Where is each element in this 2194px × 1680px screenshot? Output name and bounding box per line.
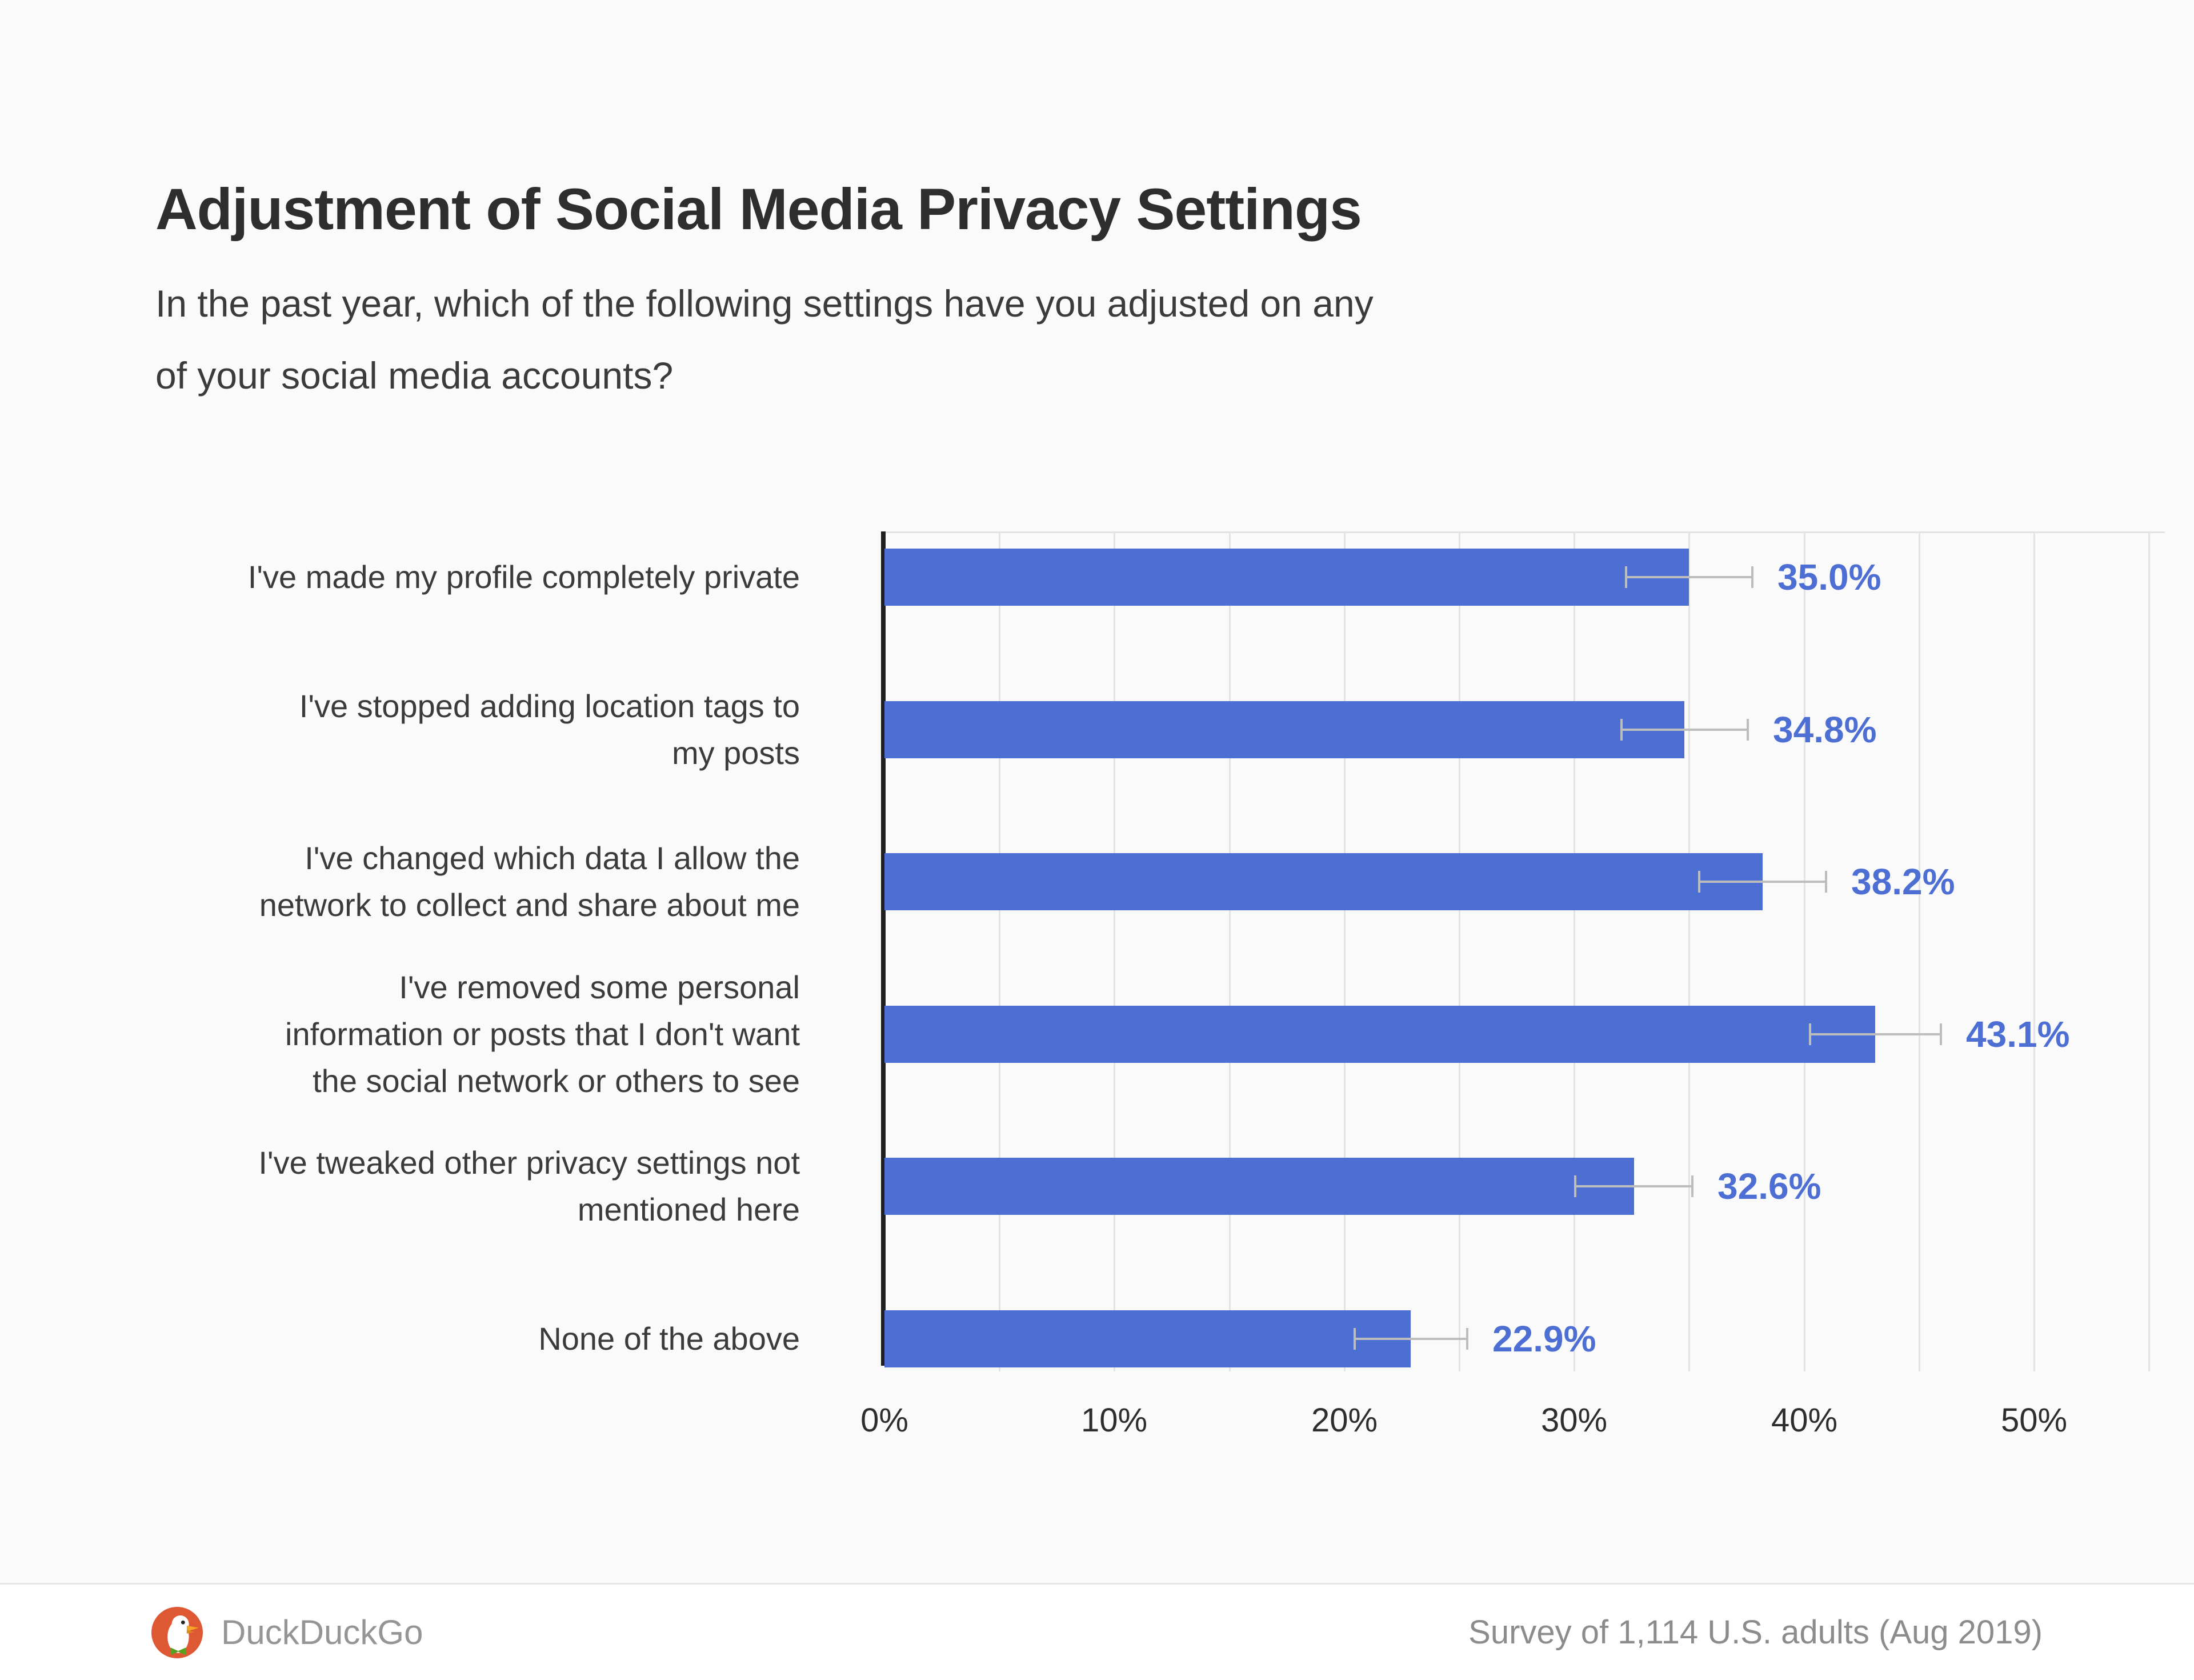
value-label: 22.9% <box>1492 1318 1596 1359</box>
page-subtitle: In the past year, which of the following… <box>155 267 1374 411</box>
category-label: I've removed some personal information or… <box>149 964 800 1105</box>
category-label-line: I've made my profile completely private <box>247 559 800 595</box>
category-label: I've changed which data I allow the netwo… <box>149 835 800 929</box>
value-label: 32.6% <box>1717 1166 1821 1207</box>
error-bar-left-cap <box>1574 1175 1576 1197</box>
error-bar-right-cap <box>1940 1023 1942 1045</box>
gridline-25 <box>1459 531 1460 1371</box>
value-label: 38.2% <box>1851 861 1955 902</box>
brand: DuckDuckGo <box>151 1606 423 1658</box>
value-label: 43.1% <box>1966 1013 2070 1055</box>
bar <box>884 549 1689 606</box>
category-label: I've tweaked other privacy settings not m… <box>149 1139 800 1233</box>
category-label-line: my posts <box>671 734 800 771</box>
brand-name: DuckDuckGo <box>221 1613 423 1651</box>
gridline-45 <box>1918 531 1920 1371</box>
x-tick-50%: 50% <box>2000 1402 2068 1439</box>
x-tick-10%: 10% <box>1080 1402 1148 1439</box>
page-title: Adjustment of Social Media Privacy Setti… <box>155 177 1362 242</box>
error-bar <box>1620 728 1749 731</box>
error-bar <box>1698 881 1827 883</box>
value-label: 35.0% <box>1777 557 1881 598</box>
gridline-5 <box>999 531 1001 1371</box>
bar <box>884 1310 1411 1367</box>
category-label-line: mentioned here <box>577 1191 800 1227</box>
category-label-line: I've changed which data I allow the <box>305 840 800 876</box>
error-bar <box>1625 576 1753 578</box>
error-bar-right-cap <box>1691 1175 1693 1197</box>
gridline-20 <box>1343 531 1346 1371</box>
category-label-line: network to collect and share about me <box>259 887 800 923</box>
error-bar-left-cap <box>1354 1327 1356 1350</box>
bar <box>884 1005 1875 1063</box>
category-label: None of the above <box>149 1315 800 1362</box>
category-label-line: I've tweaked other privacy settings not <box>258 1145 800 1181</box>
subtitle-line-1: In the past year, which of the following… <box>155 282 1374 325</box>
x-tick-40%: 40% <box>1771 1402 1838 1439</box>
bar <box>884 1158 1634 1215</box>
category-label-line: information or posts that I don't want <box>285 1015 800 1052</box>
category-label: I've made my profile completely private <box>149 554 800 601</box>
category-label-line: I've stopped adding location tags to <box>299 687 800 724</box>
x-tick-30%: 30% <box>1540 1402 1608 1439</box>
error-bar-left-cap <box>1809 1023 1811 1045</box>
bar <box>884 853 1763 910</box>
error-bar <box>1354 1337 1468 1340</box>
bar <box>884 701 1684 758</box>
error-bar <box>1809 1033 1942 1035</box>
footer: DuckDuckGo Survey of 1,114 U.S. adults (… <box>0 1585 2194 1680</box>
gridline-10 <box>1114 531 1116 1371</box>
x-tick-0%: 0% <box>860 1402 908 1439</box>
category-label-line: the social network or others to see <box>313 1062 800 1099</box>
category-label: I've stopped adding location tags to my p… <box>149 683 800 777</box>
gridline-50 <box>2033 531 2035 1371</box>
error-bar-left-cap <box>1698 871 1700 893</box>
error-bar-right-cap <box>1466 1327 1468 1350</box>
error-bar <box>1574 1185 1693 1187</box>
error-bar-right-cap <box>1825 871 1827 893</box>
category-label-line: None of the above <box>538 1320 800 1357</box>
value-label: 34.8% <box>1773 709 1877 750</box>
subtitle-line-2: of your social media accounts? <box>155 354 674 397</box>
x-tick-20%: 20% <box>1311 1402 1378 1439</box>
source-note: Survey of 1,114 U.S. adults (Aug 2019) <box>1468 1614 2043 1651</box>
error-bar-right-cap <box>1751 566 1753 588</box>
footer-divider <box>0 1583 2194 1585</box>
duckduckgo-logo-icon <box>151 1606 203 1658</box>
gridline-15 <box>1228 531 1231 1371</box>
error-bar-left-cap <box>1625 566 1627 588</box>
category-label-line: I've removed some personal <box>399 969 800 1005</box>
gridline-55 <box>2148 531 2151 1371</box>
y-axis-line <box>881 531 886 1366</box>
error-bar-left-cap <box>1620 718 1623 741</box>
gridline-40 <box>1803 531 1805 1371</box>
error-bar-right-cap <box>1747 718 1749 741</box>
gridline-35 <box>1688 531 1691 1371</box>
gridline-30 <box>1574 531 1576 1371</box>
plot-top-border <box>884 531 2165 533</box>
